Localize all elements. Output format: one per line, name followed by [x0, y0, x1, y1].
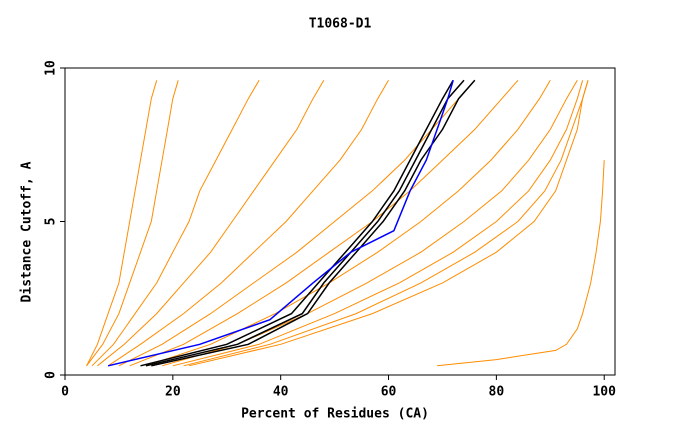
- y-tick-label: 10: [44, 60, 59, 76]
- x-tick-label: 80: [489, 385, 505, 400]
- series-line: [188, 80, 589, 367]
- series-line: [86, 80, 179, 367]
- series-line: [161, 80, 578, 367]
- x-tick-label: 40: [273, 385, 289, 400]
- series-line: [151, 79, 476, 367]
- series-line: [107, 80, 389, 367]
- series-line: [183, 80, 589, 367]
- series-line: [91, 80, 260, 367]
- x-tick-label: 100: [592, 385, 616, 400]
- x-axis-label: Percent of Residues (CA): [241, 407, 429, 422]
- series-line: [145, 79, 465, 367]
- chart-title: T1068-D1: [309, 17, 372, 32]
- x-tick-label: 60: [381, 385, 397, 400]
- x-tick-label: 20: [165, 385, 181, 400]
- series-line: [172, 80, 584, 367]
- plot-area: [86, 79, 605, 367]
- series-line: [145, 80, 551, 367]
- series-line: [86, 80, 158, 367]
- x-tick-label: 0: [61, 385, 69, 400]
- series-line: [140, 79, 454, 367]
- series-line: [437, 160, 605, 367]
- y-axis-label: Distance Cutoff, A: [20, 161, 35, 302]
- y-tick-label: 5: [44, 218, 59, 226]
- series-line: [107, 80, 454, 367]
- series-line: [97, 80, 325, 367]
- y-tick-label: 0: [44, 371, 59, 379]
